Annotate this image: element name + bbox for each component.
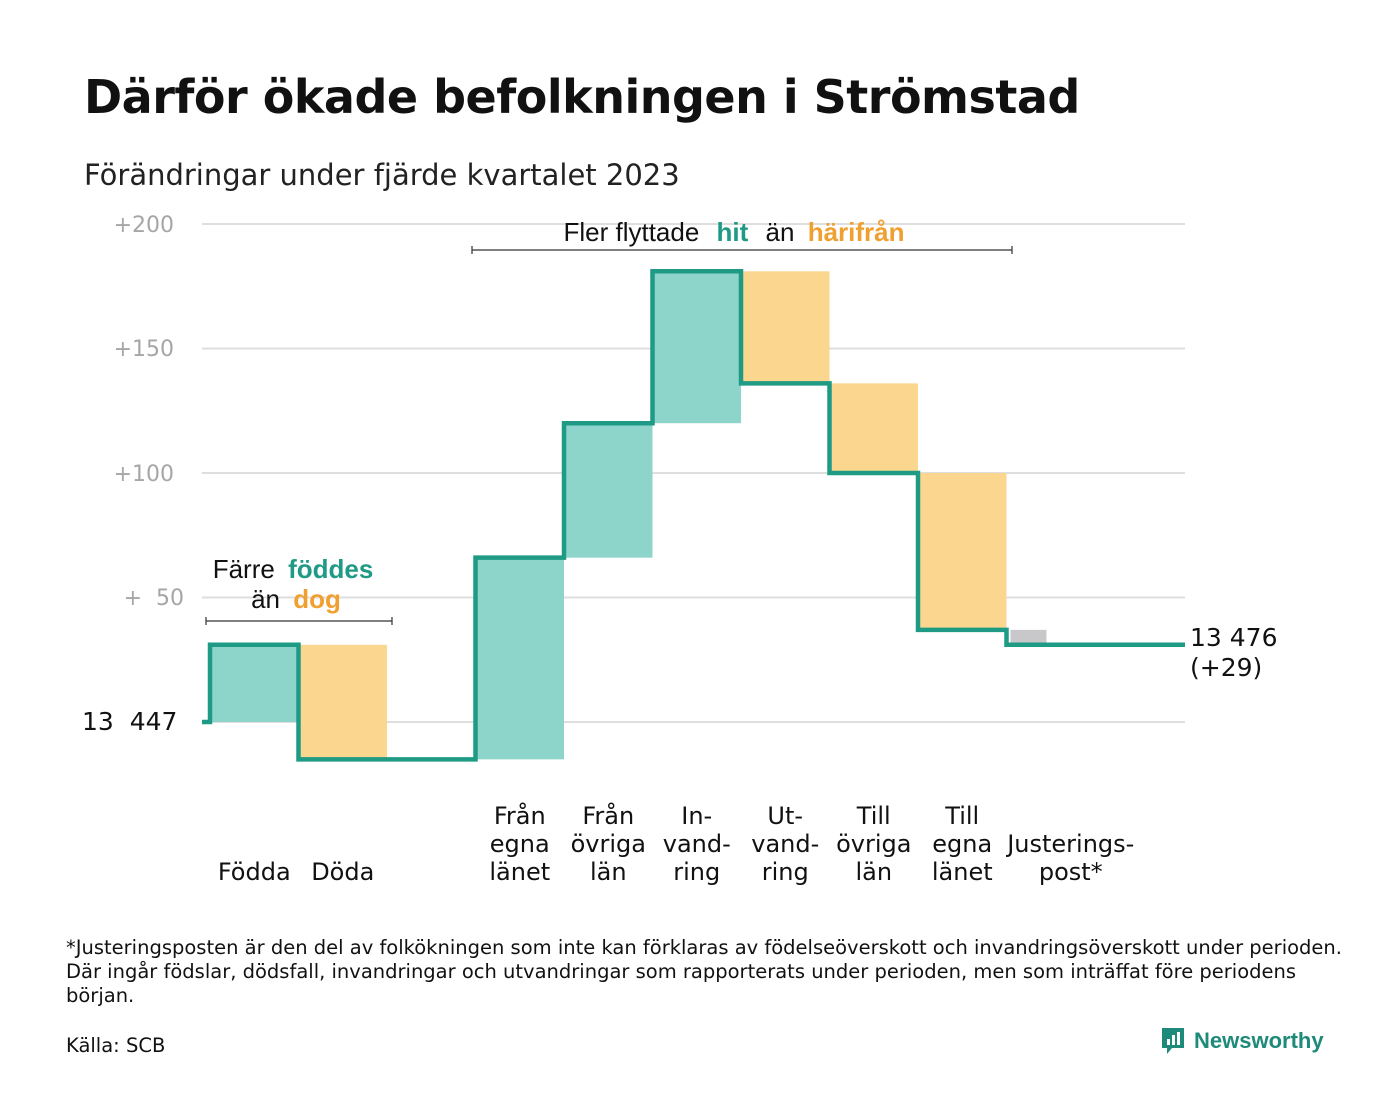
bars [210, 271, 1047, 760]
y-tick-label: +150 [114, 337, 174, 362]
step-line [202, 269, 1185, 762]
newsworthy-logo-icon [1162, 1028, 1184, 1054]
waterfall-bar [1010, 629, 1047, 645]
category-label: post* [1039, 858, 1103, 886]
source-label: Källa: SCB [66, 1034, 166, 1057]
category-label: vand- [751, 830, 819, 858]
category-label: län [590, 858, 627, 886]
waterfall-bar [829, 383, 918, 473]
category-label: Från [582, 801, 634, 830]
category-labels: Födda DödaFrånegnalänetFrånövrigalänIn-va… [218, 801, 1134, 886]
brand-logo: Newsworthy [1160, 1026, 1324, 1056]
annotation-text: Färre [213, 554, 275, 584]
waterfall-bar [652, 271, 741, 424]
category-label: övriga [836, 830, 911, 858]
natural-bracket [205, 617, 393, 625]
category-label: vand- [663, 830, 731, 858]
waterfall-bar [210, 644, 299, 722]
category-label: ring [673, 858, 720, 886]
waterfall-bar [564, 423, 653, 558]
annotation-text: än [251, 584, 280, 614]
y-tick-label: +100 [114, 462, 174, 487]
y-tick-label: + 50 [124, 586, 184, 611]
category-label: länet [932, 858, 993, 886]
category-label: Till [856, 802, 891, 830]
category-label: länet [489, 858, 550, 886]
baseline-label: 13 447 [82, 707, 177, 736]
end-value-label: 13 476 [1190, 623, 1277, 652]
annotation-orange-text: härifrån [808, 217, 905, 247]
cumulative-step-line [202, 269, 1185, 762]
category-label: egna [932, 830, 992, 858]
natural-annotation-line2: än dog [251, 584, 341, 614]
chart-title: Därför ökade befolkningen i Strömstad [84, 70, 1080, 124]
waterfall-bar [298, 644, 387, 760]
natural-annotation-line1: Färre föddes [213, 554, 374, 584]
annotation-teal-text: föddes [288, 554, 373, 584]
annotation-teal-text: hit [717, 217, 749, 247]
category-label: län [855, 858, 892, 886]
waterfall-bar [475, 557, 564, 760]
category-label: Döda [311, 858, 374, 886]
category-label: In- [681, 802, 712, 830]
category-label: ring [762, 858, 809, 886]
category-label: Ut- [767, 802, 803, 830]
waterfall-bar [918, 473, 1007, 630]
waterfall-chart: Födda DödaFrånegnalänetFrånövrigalänIn-va… [82, 213, 1277, 886]
annotation-orange-text: dog [293, 584, 341, 614]
annotation-text: än [766, 217, 795, 247]
category-label: egna [490, 830, 550, 858]
end-change-label: (+29) [1190, 653, 1262, 682]
waterfall-bar [741, 271, 830, 384]
annotation-text: Fler flyttade [563, 217, 699, 247]
y-tick-label: +200 [114, 213, 174, 238]
footnote: *Justeringsposten är den del av folkökni… [66, 936, 1342, 1007]
chart-subtitle: Förändringar under fjärde kvartalet 2023 [84, 158, 680, 192]
category-label: övriga [571, 830, 646, 858]
brand-name: Newsworthy [1194, 1028, 1324, 1053]
category-label: Från [494, 801, 546, 830]
category-label: Till [944, 802, 979, 830]
migration-annotation: Fler flyttade hit än härifrån [563, 217, 904, 247]
migration-bracket [471, 246, 1013, 254]
category-label: Födda [218, 858, 291, 886]
category-label: Justerings- [1005, 830, 1134, 858]
